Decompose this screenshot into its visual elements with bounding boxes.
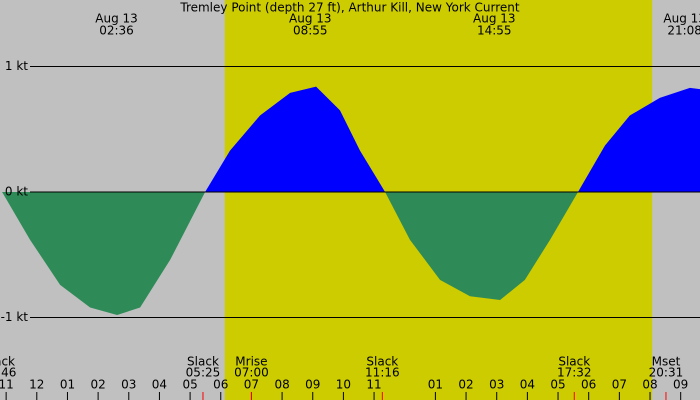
x-tick-label: 01	[60, 378, 75, 392]
ebb-area	[2, 192, 578, 315]
event-time: 07:00	[234, 366, 269, 380]
max-date: Aug 13	[473, 12, 516, 26]
max-date: Aug 13	[289, 12, 332, 26]
x-tick-label: 07	[244, 378, 259, 392]
event-label: Slack	[0, 355, 15, 369]
y-tick-label: 0 kt	[5, 185, 28, 199]
max-time: 21:08	[667, 24, 700, 38]
event-label: Slack	[558, 355, 590, 369]
x-tick-label: 04	[520, 378, 535, 392]
event-label: Mrise	[235, 355, 267, 369]
max-time: 14:55	[477, 24, 512, 38]
event-label: Slack	[366, 355, 398, 369]
x-tick-label: 08	[642, 378, 657, 392]
max-time: 02:36	[99, 24, 134, 38]
event-label: Slack	[187, 355, 219, 369]
x-tick-label: 09	[673, 378, 688, 392]
max-time: 08:55	[293, 24, 328, 38]
x-tick-label: 01	[428, 378, 443, 392]
x-tick-label: 03	[489, 378, 504, 392]
chart-title: Tremley Point (depth 27 ft), Arthur Kill…	[179, 1, 520, 15]
event-time: 20:31	[649, 366, 684, 380]
x-tick-label: 07	[612, 378, 627, 392]
event-label: Mset	[652, 355, 681, 369]
x-tick-label: 06	[213, 378, 228, 392]
y-tick-label: -1 kt	[1, 310, 29, 324]
x-tick-label: 04	[152, 378, 167, 392]
x-tick-label: 05	[550, 378, 565, 392]
max-date: Aug 13	[95, 12, 138, 26]
x-tick-label: 09	[305, 378, 320, 392]
x-tick-label: 11	[366, 378, 381, 392]
event-time: 11:16	[365, 366, 400, 380]
x-tick-label: 02	[90, 378, 105, 392]
x-tick-label: 02	[458, 378, 473, 392]
event-time: 17:32	[557, 366, 592, 380]
y-tick-label: 1 kt	[5, 59, 28, 73]
x-tick-label: 12	[29, 378, 44, 392]
event-time: 22:46	[0, 366, 16, 380]
x-tick-label: 03	[121, 378, 136, 392]
x-tick-label: 11	[0, 378, 14, 392]
x-tick-label: 05	[182, 378, 197, 392]
max-date: Aug 13	[663, 12, 700, 26]
x-tick-label: 06	[581, 378, 596, 392]
event-time: 05:25	[186, 366, 221, 380]
flood-area	[2, 86, 700, 193]
x-tick-label: 08	[274, 378, 289, 392]
x-tick-label: 10	[336, 378, 351, 392]
